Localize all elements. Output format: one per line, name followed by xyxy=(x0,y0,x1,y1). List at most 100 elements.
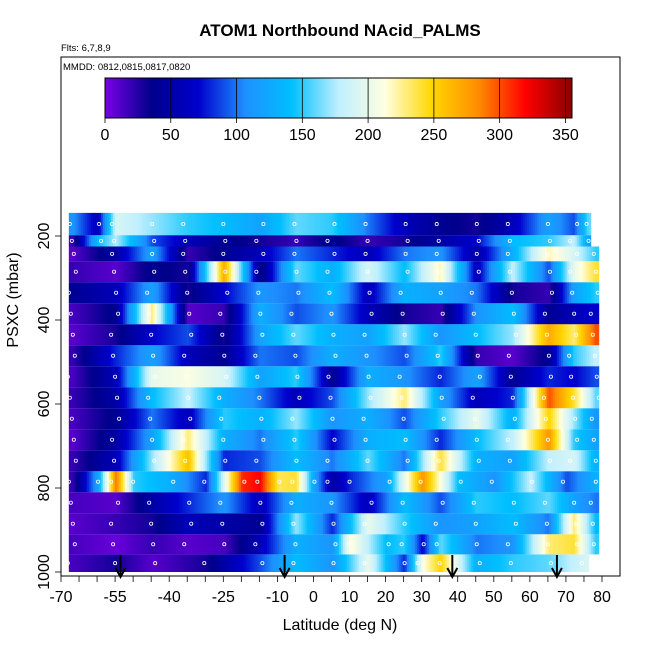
heatmap-cell xyxy=(252,366,256,388)
heatmap-cell xyxy=(562,303,566,325)
sample-point xyxy=(325,458,330,463)
heatmap-cell xyxy=(68,450,72,472)
heatmap-cell xyxy=(326,450,330,472)
heatmap-cell xyxy=(198,212,202,236)
heatmap-cell xyxy=(204,261,208,283)
heatmap-cell xyxy=(530,366,534,388)
heatmap-cell xyxy=(516,471,520,493)
heatmap-cell xyxy=(372,261,376,283)
heatmap-cell xyxy=(310,324,314,346)
heatmap-cell xyxy=(116,303,120,325)
heatmap-cell xyxy=(540,366,544,388)
heatmap-cell xyxy=(476,471,480,493)
heatmap-cell xyxy=(72,246,76,262)
heatmap-cell xyxy=(440,387,444,409)
heatmap-cell xyxy=(338,471,342,493)
heatmap-cell xyxy=(580,450,584,472)
heatmap-cell xyxy=(310,554,314,572)
heatmap-cell xyxy=(420,345,424,367)
heatmap-cell xyxy=(488,324,492,346)
heatmap-cell xyxy=(292,246,296,262)
heatmap-cell xyxy=(88,554,92,572)
heatmap-cell xyxy=(278,471,282,493)
heatmap-cell xyxy=(498,492,502,514)
heatmap-cell xyxy=(474,492,478,514)
heatmap-cell xyxy=(378,212,382,236)
heatmap-cell xyxy=(392,534,396,555)
heatmap-cell xyxy=(88,471,92,493)
heatmap-cell xyxy=(156,366,160,388)
heatmap-cell xyxy=(446,408,450,430)
heatmap-cell xyxy=(548,246,552,262)
heatmap-cell xyxy=(414,387,418,409)
heatmap-cell xyxy=(142,345,146,367)
heatmap-cell xyxy=(386,324,390,346)
heatmap-cell xyxy=(346,387,350,409)
heatmap-cell xyxy=(392,513,396,535)
heatmap-cell xyxy=(460,212,464,236)
heatmap-cell xyxy=(354,387,358,409)
heatmap-cell xyxy=(80,429,84,451)
heatmap-cell xyxy=(84,235,88,247)
heatmap-cell xyxy=(180,345,184,367)
heatmap-cell xyxy=(98,212,102,236)
sample-point xyxy=(511,311,516,316)
heatmap-cell xyxy=(116,450,120,472)
heatmap-cell xyxy=(376,387,380,409)
heatmap-cell xyxy=(102,212,106,236)
heatmap-cell xyxy=(320,450,324,472)
heatmap-cell xyxy=(196,450,200,472)
heatmap-cell xyxy=(500,324,504,346)
heatmap-cell xyxy=(180,492,184,514)
heatmap-cell xyxy=(450,408,454,430)
heatmap-cell xyxy=(212,345,216,367)
sample-point xyxy=(399,542,404,547)
heatmap-cell xyxy=(396,324,400,346)
heatmap-cell xyxy=(424,261,428,283)
heatmap-cell xyxy=(328,450,332,472)
heatmap-cell xyxy=(414,261,418,283)
heatmap-cell xyxy=(104,212,108,236)
heatmap-cell xyxy=(408,212,412,236)
heatmap-cell xyxy=(236,554,240,572)
heatmap-cell xyxy=(96,429,100,451)
heatmap-cell xyxy=(106,492,110,514)
heatmap-cell xyxy=(242,387,246,409)
heatmap-cell xyxy=(562,366,566,388)
heatmap-cell xyxy=(202,212,206,236)
heatmap-cell xyxy=(98,408,102,430)
heatmap-cell xyxy=(408,366,412,388)
heatmap-cell xyxy=(490,471,494,493)
heatmap-cell xyxy=(520,429,524,451)
heatmap-cell xyxy=(230,450,234,472)
heatmap-cell xyxy=(134,554,138,572)
heatmap-cell xyxy=(470,534,474,555)
heatmap-cell xyxy=(190,261,194,283)
heatmap-cell xyxy=(408,554,412,572)
heatmap-cell xyxy=(140,429,144,451)
heatmap-cell xyxy=(560,366,564,388)
sample-point xyxy=(575,437,580,442)
heatmap-cell xyxy=(532,408,536,430)
sample-point xyxy=(476,238,481,243)
heatmap-cell xyxy=(86,554,90,572)
heatmap-cell xyxy=(98,282,102,304)
heatmap-cell xyxy=(450,261,454,283)
heatmap-cell xyxy=(570,429,574,451)
heatmap-cell xyxy=(310,345,314,367)
heatmap-cell xyxy=(160,246,164,262)
heatmap-cell xyxy=(408,282,412,304)
heatmap-cell xyxy=(384,450,388,472)
heatmap-cell xyxy=(296,282,300,304)
heatmap-cell xyxy=(402,345,406,367)
heatmap-cell xyxy=(118,235,122,247)
heatmap-cell xyxy=(130,235,134,247)
heatmap-cell xyxy=(300,235,304,247)
heatmap-cell xyxy=(116,366,120,388)
heatmap-cell xyxy=(126,534,130,555)
heatmap-cell xyxy=(570,387,574,409)
heatmap-cell xyxy=(504,261,508,283)
heatmap-cell xyxy=(180,324,184,346)
heatmap-cell xyxy=(76,261,80,283)
heatmap-cell xyxy=(596,324,600,346)
